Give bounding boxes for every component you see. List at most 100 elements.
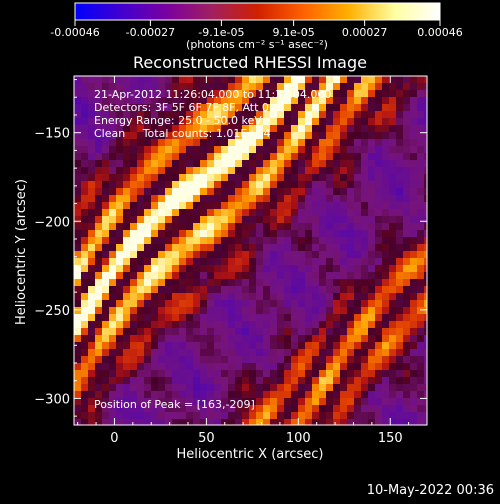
heatmap-cell	[172, 363, 180, 371]
heatmap-cell	[326, 321, 334, 329]
heatmap-cell	[144, 118, 152, 126]
heatmap-cell	[123, 412, 131, 420]
heatmap-cell	[221, 356, 229, 364]
heatmap-cell	[74, 188, 82, 196]
heatmap-cell	[424, 209, 427, 217]
heatmap-cell	[165, 104, 173, 112]
heatmap-cell	[200, 146, 208, 154]
heatmap-cell	[193, 97, 201, 105]
heatmap-cell	[221, 321, 229, 329]
heatmap-cell	[326, 391, 334, 399]
heatmap-cell	[172, 419, 180, 425]
heatmap-cell	[403, 195, 411, 203]
heatmap-cell	[256, 405, 264, 413]
heatmap-cell	[235, 370, 243, 378]
heatmap-cell	[88, 398, 96, 406]
heatmap-cell	[298, 139, 306, 147]
heatmap-cell	[214, 90, 222, 98]
heatmap-cell	[277, 258, 285, 266]
heatmap-cell	[396, 258, 404, 266]
heatmap-cell	[102, 90, 110, 98]
heatmap-cell	[312, 153, 320, 161]
heatmap-cell	[193, 314, 201, 322]
heatmap-cell	[417, 146, 425, 154]
heatmap-cell	[242, 244, 250, 252]
heatmap-cell	[214, 342, 222, 350]
heatmap-cell	[186, 398, 194, 406]
heatmap-cell	[368, 314, 376, 322]
heatmap-cell	[417, 286, 425, 294]
heatmap-cell	[410, 279, 418, 287]
heatmap-cell	[200, 83, 208, 91]
heatmap-cell	[375, 139, 383, 147]
heatmap-cell	[123, 286, 131, 294]
heatmap-cell	[130, 104, 138, 112]
heatmap-cell	[172, 223, 180, 231]
heatmap-cell	[130, 90, 138, 98]
heatmap-cell	[95, 237, 103, 245]
heatmap-cell	[347, 216, 355, 224]
heatmap-cell	[284, 111, 292, 119]
heatmap-cell	[130, 174, 138, 182]
annotation-method-counts: Clean Total counts: 1.01E+04	[94, 127, 271, 140]
heatmap-cell	[284, 97, 292, 105]
heatmap-cell	[382, 300, 390, 308]
heatmap-cell	[291, 97, 299, 105]
heatmap-cell	[284, 230, 292, 238]
heatmap-cell	[256, 300, 264, 308]
heatmap-cell	[333, 356, 341, 364]
heatmap-cell	[88, 384, 96, 392]
heatmap-cell	[361, 125, 369, 133]
heatmap-cell	[214, 167, 222, 175]
heatmap-cell	[186, 195, 194, 203]
heatmap-cell	[270, 209, 278, 217]
heatmap-cell	[340, 97, 348, 105]
heatmap-cell	[312, 384, 320, 392]
heatmap-cell	[361, 83, 369, 91]
heatmap-cell	[214, 356, 222, 364]
heatmap-cell	[424, 125, 427, 133]
heatmap-cell	[277, 342, 285, 350]
heatmap-cell	[172, 209, 180, 217]
heatmap-cell	[214, 202, 222, 210]
heatmap-cell	[242, 272, 250, 280]
heatmap-cell	[109, 391, 117, 399]
heatmap-cell	[396, 195, 404, 203]
heatmap-cell	[109, 118, 117, 126]
heatmap-cell	[389, 258, 397, 266]
heatmap-cell	[235, 419, 243, 425]
heatmap-cell	[305, 188, 313, 196]
heatmap-cell	[284, 139, 292, 147]
heatmap-cell	[158, 419, 166, 425]
heatmap-cell	[235, 293, 243, 301]
heatmap-cell	[249, 111, 257, 119]
heatmap-cell	[116, 160, 124, 168]
heatmap-cell	[396, 216, 404, 224]
heatmap-cell	[389, 230, 397, 238]
heatmap-cell	[340, 265, 348, 273]
heatmap-cell	[326, 356, 334, 364]
heatmap-cell	[144, 76, 152, 84]
heatmap-cell	[193, 216, 201, 224]
heatmap-cell	[382, 223, 390, 231]
heatmap-cell	[354, 216, 362, 224]
heatmap-cell	[347, 272, 355, 280]
heatmap-cell	[123, 335, 131, 343]
heatmap-cell	[298, 412, 306, 420]
heatmap-cell	[410, 258, 418, 266]
heatmap-cell	[228, 391, 236, 399]
heatmap-cell	[361, 279, 369, 287]
heatmap-cell	[340, 237, 348, 245]
heatmap-cell	[165, 384, 173, 392]
heatmap-cell	[179, 272, 187, 280]
heatmap-cell	[277, 279, 285, 287]
heatmap-cell	[417, 104, 425, 112]
heatmap-cell	[270, 230, 278, 238]
heatmap-cell	[221, 286, 229, 294]
heatmap-cell	[186, 174, 194, 182]
heatmap-cell	[368, 244, 376, 252]
heatmap-cell	[228, 167, 236, 175]
heatmap-cell	[270, 342, 278, 350]
heatmap-cell	[298, 132, 306, 140]
heatmap-cell	[403, 335, 411, 343]
